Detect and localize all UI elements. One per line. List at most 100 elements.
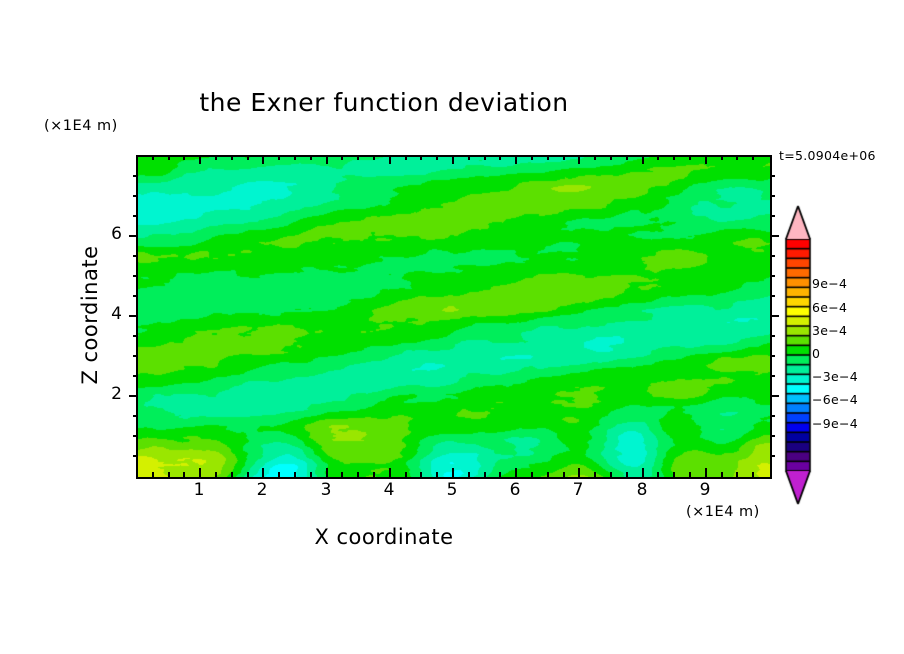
x-tick-label-1: 1 [193,480,205,500]
y-minor-tick [133,375,138,377]
x-minor-tick [436,472,438,477]
y-minor-tick-right [770,435,775,437]
y-minor-tick-right [770,215,775,217]
x-axis-title: X coordinate [314,525,454,549]
y-minor-tick-right [770,415,775,417]
colorbar-tick-label-4: −3e−4 [812,369,859,385]
y-minor-tick-right [770,175,775,177]
x-minor-tick-top [484,155,486,160]
x-minor-tick [626,472,628,477]
x-minor-tick-top [231,155,233,160]
y-tick-label-2: 2 [111,384,122,404]
x-minor-tick-top [673,155,675,160]
x-major-tick-top [262,155,264,164]
x-minor-tick-top [736,155,738,160]
x-minor-tick-top [657,155,659,160]
x-major-tick [515,468,517,477]
colorbar [784,205,812,505]
x-minor-tick-top [310,155,312,160]
colorbar-tick-label-3: 0 [812,346,821,361]
x-minor-tick-top [499,155,501,160]
x-major-tick [705,468,707,477]
x-minor-tick [183,472,185,477]
x-minor-tick [247,472,249,477]
x-minor-tick-top [215,155,217,160]
colorbar-tick-label-1: 6e−4 [812,299,848,315]
x-minor-tick [752,472,754,477]
x-minor-tick-top [420,155,422,160]
x-minor-tick-top [247,155,249,160]
y-minor-tick-right [770,375,775,377]
x-minor-tick [721,472,723,477]
y-tick-label-4: 4 [111,304,122,324]
y-major-tick [129,395,138,397]
x-tick-label-3: 3 [320,480,332,500]
x-minor-tick [278,472,280,477]
x-minor-tick-top [689,155,691,160]
y-minor-tick [133,175,138,177]
x-major-tick-top [199,155,201,164]
x-minor-tick [531,472,533,477]
x-major-tick-top [515,155,517,164]
x-minor-tick-top [152,155,154,160]
x-major-tick-top [642,155,644,164]
y-minor-tick-right [770,255,775,257]
x-minor-tick-top [436,155,438,160]
colorbar-tick-label-2: 3e−4 [812,322,848,338]
y-minor-tick [133,275,138,277]
x-axis-unit-label: (×1E4 m) [686,504,760,520]
x-tick-label-6: 6 [509,480,521,500]
x-minor-tick [563,472,565,477]
y-minor-tick-right [770,455,775,457]
x-minor-tick [341,472,343,477]
x-minor-tick [405,472,407,477]
x-minor-tick [468,472,470,477]
x-tick-label-2: 2 [256,480,268,500]
x-minor-tick [168,472,170,477]
x-minor-tick [484,472,486,477]
x-tick-label-4: 4 [383,480,395,500]
x-minor-tick-top [626,155,628,160]
x-minor-tick-top [405,155,407,160]
x-minor-tick [231,472,233,477]
contour-plot-area [136,155,772,479]
y-minor-tick [133,195,138,197]
x-minor-tick-top [721,155,723,160]
y-minor-tick [133,455,138,457]
x-major-tick [642,468,644,477]
x-minor-tick-top [373,155,375,160]
x-major-tick-top [705,155,707,164]
x-minor-tick [357,472,359,477]
colorbar-tick-label-0: 9e−4 [812,276,848,292]
x-major-tick [199,468,201,477]
x-major-tick-top [578,155,580,164]
y-minor-tick [133,435,138,437]
x-minor-tick-top [610,155,612,160]
x-minor-tick [294,472,296,477]
x-minor-tick-top [294,155,296,160]
page-title: the Exner function deviation [199,88,569,117]
y-major-tick-right [770,395,779,397]
x-major-tick-top [389,155,391,164]
time-stamp-label: t=5.0904e+06 [779,148,876,163]
x-minor-tick [610,472,612,477]
x-minor-tick-top [341,155,343,160]
x-minor-tick [657,472,659,477]
x-major-tick-top [326,155,328,164]
x-minor-tick [215,472,217,477]
y-major-tick [129,235,138,237]
y-minor-tick-right [770,295,775,297]
x-tick-label-7: 7 [572,480,584,500]
x-minor-tick-top [468,155,470,160]
x-major-tick-top [452,155,454,164]
x-minor-tick-top [168,155,170,160]
y-minor-tick [133,255,138,257]
y-axis-unit-label: (×1E4 m) [44,118,118,134]
x-minor-tick-top [183,155,185,160]
x-minor-tick [689,472,691,477]
x-minor-tick-top [278,155,280,160]
x-major-tick [326,468,328,477]
y-minor-tick-right [770,355,775,357]
y-minor-tick [133,335,138,337]
y-minor-tick [133,295,138,297]
